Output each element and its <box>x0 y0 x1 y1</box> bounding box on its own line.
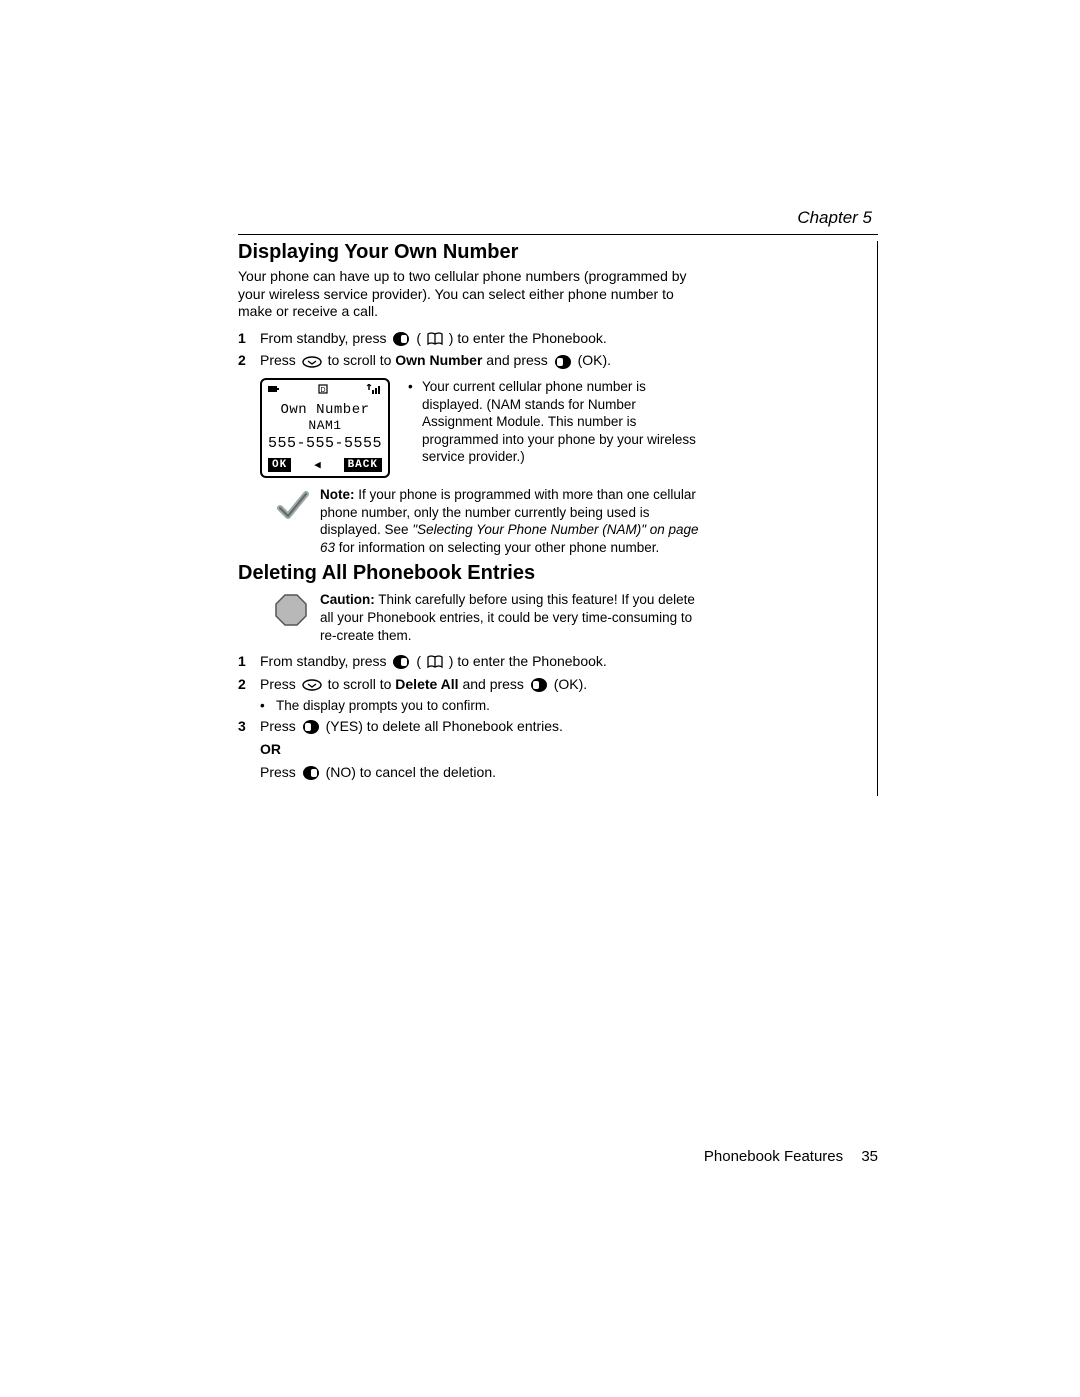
s2-step2: 2 Press to scroll to Delete All and pres… <box>238 675 702 694</box>
note-text: Note: If your phone is programmed with m… <box>320 486 702 556</box>
stop-icon <box>274 591 314 630</box>
scroll-down-icon <box>302 679 322 691</box>
step-number: 2 <box>238 675 260 694</box>
scroll-down-icon <box>302 356 322 368</box>
softkey-back: BACK <box>344 458 382 472</box>
footer-page: 35 <box>861 1148 878 1165</box>
phone-status-icons: D <box>266 384 384 400</box>
softkey-left-icon <box>302 719 320 735</box>
step-text: Press to scroll to Delete All and press … <box>260 675 702 694</box>
svg-text:D: D <box>320 387 325 394</box>
header-divider <box>238 234 878 235</box>
caution-row: Caution: Think carefully before using th… <box>274 591 702 644</box>
section2-title: Deleting All Phonebook Entries <box>238 562 702 585</box>
screen-line2: NAM1 <box>266 418 384 433</box>
softkey-right-icon <box>392 331 410 347</box>
phone-screen: D Own Number NAM1 555-555-5555 OK ◀ BACK <box>260 378 390 478</box>
note-row: Note: If your phone is programmed with m… <box>274 486 702 556</box>
arrow-icon: ◀ <box>314 458 321 472</box>
step-text: From standby, press ( ) to enter the Pho… <box>260 652 702 671</box>
illustration-bullet: • Your current cellular phone number is … <box>408 378 702 466</box>
softkey-right-icon <box>392 654 410 670</box>
softkey-right-icon <box>302 765 320 781</box>
screen-line3: 555-555-5555 <box>266 435 384 452</box>
s1-step1: 1 From standby, press ( ) to enter the P… <box>238 329 702 348</box>
battery-icon <box>268 384 280 398</box>
digital-icon: D <box>318 384 328 398</box>
step-text: Press to scroll to Own Number and press … <box>260 351 702 370</box>
step-number: 1 <box>238 652 260 671</box>
page-content: Chapter 5 Displaying Your Own Number You… <box>238 208 878 796</box>
step-number: 1 <box>238 329 260 348</box>
step-number: 2 <box>238 351 260 370</box>
caution-text: Caution: Think carefully before using th… <box>320 591 702 644</box>
s1-step2: 2 Press to scroll to Own Number and pres… <box>238 351 702 370</box>
main-column: Displaying Your Own Number Your phone ca… <box>238 241 878 796</box>
softkey-left-icon <box>530 677 548 693</box>
step-text: From standby, press ( ) to enter the Pho… <box>260 329 702 348</box>
phone-illustration-row: D Own Number NAM1 555-555-5555 OK ◀ BACK <box>238 378 702 478</box>
book-icon <box>427 332 443 346</box>
chapter-label: Chapter 5 <box>238 208 878 228</box>
section1-title: Displaying Your Own Number <box>238 241 702 264</box>
softkey-row: OK ◀ BACK <box>266 458 384 472</box>
step-text: Press (YES) to delete all Phonebook entr… <box>260 717 702 782</box>
s2-sub1: • The display prompts you to confirm. <box>260 698 702 713</box>
page-footer: Phonebook Features 35 <box>238 1148 878 1165</box>
s2-step3: 3 Press (YES) to delete all Phonebook en… <box>238 717 702 782</box>
softkey-ok: OK <box>268 458 291 472</box>
book-icon <box>427 655 443 669</box>
footer-section: Phonebook Features <box>704 1148 843 1165</box>
screen-line1: Own Number <box>266 402 384 418</box>
s2-step1: 1 From standby, press ( ) to enter the P… <box>238 652 702 671</box>
checkmark-icon <box>274 486 314 527</box>
softkey-left-icon <box>554 354 572 370</box>
section1-intro: Your phone can have up to two cellular p… <box>238 268 702 321</box>
step-number: 3 <box>238 717 260 782</box>
signal-icon <box>366 384 382 398</box>
